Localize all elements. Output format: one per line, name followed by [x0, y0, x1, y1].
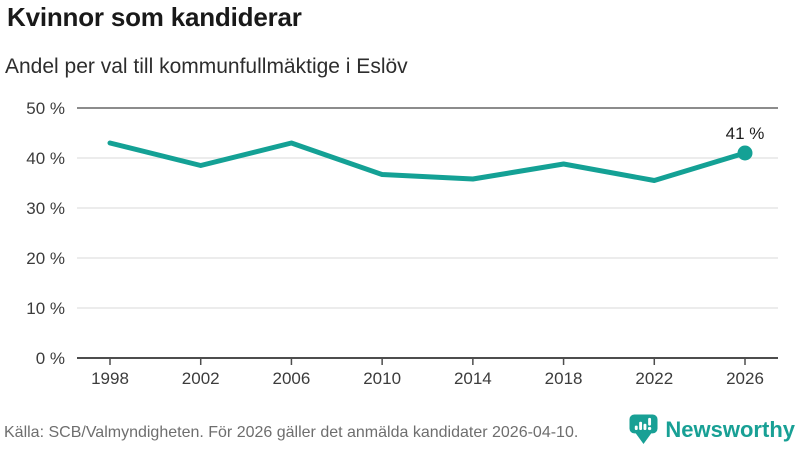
x-tick-label: 2022 [635, 369, 673, 388]
chart-subtitle: Andel per val till kommunfullmäktige i E… [5, 55, 408, 78]
y-tick-label: 20 % [26, 249, 65, 268]
data-line [107, 140, 748, 183]
source-note: Källa: SCB/Valmyndigheten. För 2026 gäll… [4, 424, 579, 441]
y-tick-label: 0 % [36, 349, 65, 368]
y-tick-label: 50 % [26, 99, 65, 118]
x-tick-label: 1998 [91, 369, 129, 388]
newsworthy-logo-icon [629, 414, 658, 444]
end-value-label: 41 % [726, 124, 765, 143]
brand-wordmark: Newsworthy [665, 416, 795, 442]
x-tick-label: 2002 [182, 369, 220, 388]
y-tick-label: 40 % [26, 149, 65, 168]
x-tick-label: 2010 [363, 369, 401, 388]
y-tick-label: 10 % [26, 299, 65, 318]
x-tick-label: 2018 [545, 369, 583, 388]
newsworthy-logo: Newsworthy [629, 414, 795, 445]
chart-title: Kvinnor som kandiderar [7, 2, 302, 32]
y-tick-label: 30 % [26, 199, 65, 218]
x-tick-label: 2014 [454, 369, 492, 388]
x-tick-label: 2006 [273, 369, 311, 388]
end-point-marker [737, 145, 753, 161]
x-tick-label: 2026 [726, 369, 764, 388]
